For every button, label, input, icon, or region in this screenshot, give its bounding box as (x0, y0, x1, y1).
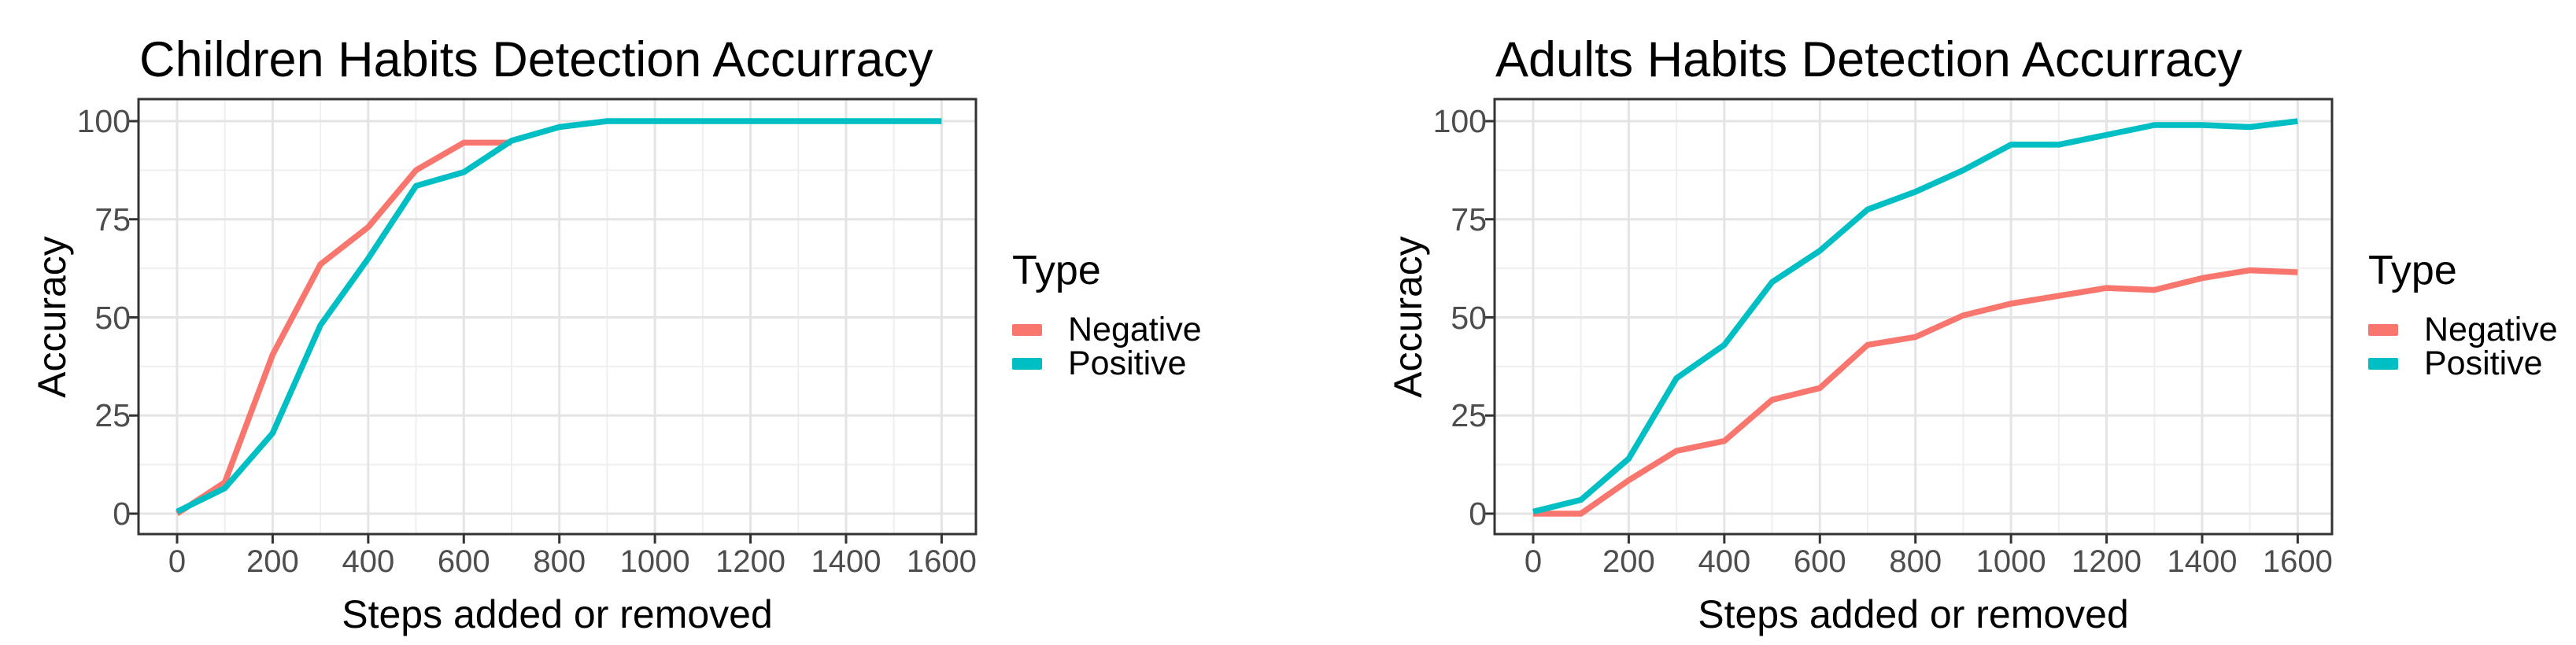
x-tick-label: 1200 (2072, 544, 2142, 579)
legend: Type Negative Positive (1012, 247, 1202, 382)
y-tick-label: 75 (94, 201, 131, 238)
negative-line (175, 139, 512, 517)
x-tick-label: 600 (1793, 544, 1846, 579)
legend-label: Positive (2424, 345, 2543, 382)
x-axis-title: Steps added or removed (1698, 592, 2129, 636)
x-tick-label: 1400 (811, 544, 881, 579)
legend-label: Negative (1068, 311, 1202, 348)
x-tick-label: 400 (342, 544, 395, 579)
legend-title: Type (1012, 248, 1101, 293)
x-tick-label: 600 (437, 544, 490, 579)
x-tick-label: 1600 (2262, 544, 2333, 579)
legend-key-positive (2368, 358, 2398, 370)
x-tick-label: 200 (246, 544, 299, 579)
x-tick-label: 1200 (715, 544, 786, 579)
y-tick-label: 0 (1469, 496, 1487, 532)
x-tick-label: 0 (168, 544, 187, 579)
legend-entry: Positive (2368, 345, 2558, 382)
x-tick-label: 1600 (906, 544, 977, 579)
legend-entry: Negative (1012, 311, 1202, 348)
y-tick-label: 0 (113, 496, 131, 532)
x-tick-label: 1000 (1975, 544, 2046, 579)
y-tick-label: 25 (1451, 397, 1487, 434)
chart-title: Children Habits Detection Accurracy (139, 32, 933, 87)
legend-title: Type (2368, 248, 2457, 293)
x-tick-label: 0 (1524, 544, 1543, 579)
y-tick-label: 25 (94, 397, 131, 434)
x-tick-label: 1000 (619, 544, 690, 579)
legend-entries: Negative Positive (2368, 311, 2558, 382)
chart-title: Adults Habits Detection Accurracy (1495, 32, 2242, 87)
plot-panel (1485, 98, 2334, 544)
legend: Type Negative Positive (2368, 247, 2558, 382)
x-tick-label: 400 (1698, 544, 1751, 579)
y-tick-label: 100 (76, 103, 131, 139)
positive-line (176, 118, 942, 514)
x-axis-title: Steps added or removed (342, 592, 773, 636)
x-tick-label: 200 (1602, 544, 1655, 579)
legend-key-negative (2368, 324, 2398, 336)
legend-key-negative (1012, 324, 1042, 336)
legend-key-positive (1012, 358, 1042, 370)
y-tick-label: 75 (1451, 201, 1487, 238)
x-tick-label: 800 (1889, 544, 1942, 579)
legend-label: Negative (2424, 311, 2558, 348)
y-tick-label: 50 (1451, 299, 1487, 336)
y-tick-label: 50 (94, 299, 131, 336)
legend-label: Positive (1068, 345, 1187, 382)
x-tick-label: 800 (533, 544, 586, 579)
positive-line (1532, 118, 2298, 515)
plot-panel (129, 98, 978, 544)
legend-entries: Negative Positive (1012, 311, 1202, 382)
legend-entry: Negative (2368, 311, 2558, 348)
y-tick-label: 100 (1432, 103, 1487, 139)
negative-line (1533, 267, 2298, 517)
legend-entry: Positive (1012, 345, 1202, 382)
x-tick-label: 1400 (2167, 544, 2238, 579)
